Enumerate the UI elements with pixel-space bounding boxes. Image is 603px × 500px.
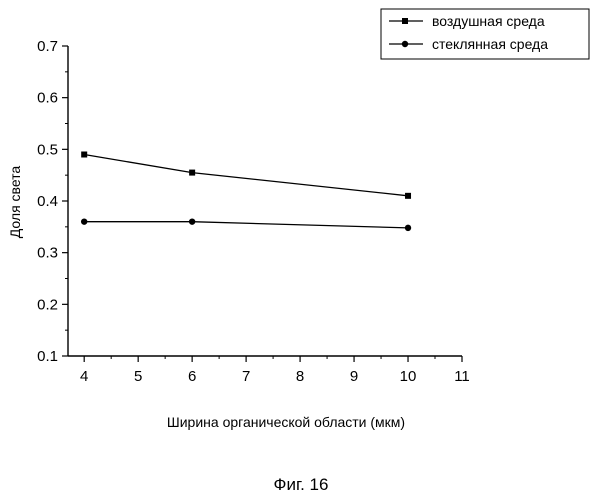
- x-tick-label: 4: [80, 368, 88, 385]
- series-line-glass: [84, 222, 408, 228]
- data-point-air: [189, 170, 195, 176]
- y-tick-label: 0.2: [37, 296, 58, 313]
- data-point-air: [81, 152, 87, 158]
- y-tick-label: 0.1: [37, 348, 58, 365]
- data-point-glass: [405, 225, 411, 231]
- y-tick-label: 0.7: [37, 38, 58, 55]
- x-tick-label: 6: [188, 368, 196, 385]
- series-layer: [81, 152, 411, 232]
- legend: воздушная среда стеклянная среда: [381, 9, 589, 59]
- data-point-glass: [81, 218, 87, 224]
- y-tick-label: 0.3: [37, 245, 58, 262]
- series-line-air: [84, 155, 408, 196]
- x-tick-label: 9: [350, 368, 358, 385]
- y-tick-label: 0.4: [37, 193, 58, 210]
- legend-label-air: воздушная среда: [432, 13, 545, 29]
- x-tick-label: 10: [400, 368, 417, 385]
- y-tick-label: 0.5: [37, 141, 58, 158]
- x-tick-label: 7: [242, 368, 250, 385]
- legend-marker-air: [402, 18, 408, 24]
- ticks: 0.1 0.2 0.3 0.4 0.5 0.6 0.7 4 5 6 7 8 9 10 11: [37, 38, 470, 385]
- y-axis-title: Доля света: [7, 166, 23, 239]
- data-point-air: [405, 193, 411, 199]
- y-tick-label: 0.6: [37, 90, 58, 107]
- x-axis-title: Ширина органической области (мкм): [167, 414, 405, 430]
- data-point-glass: [189, 218, 195, 224]
- x-tick-label: 11: [454, 368, 470, 385]
- legend-marker-glass: [402, 41, 408, 47]
- axes: [68, 46, 462, 356]
- x-tick-label: 8: [296, 368, 304, 385]
- legend-label-glass: стеклянная среда: [432, 36, 548, 52]
- x-tick-label: 5: [134, 368, 142, 385]
- figure-caption: Фиг. 16: [274, 475, 329, 494]
